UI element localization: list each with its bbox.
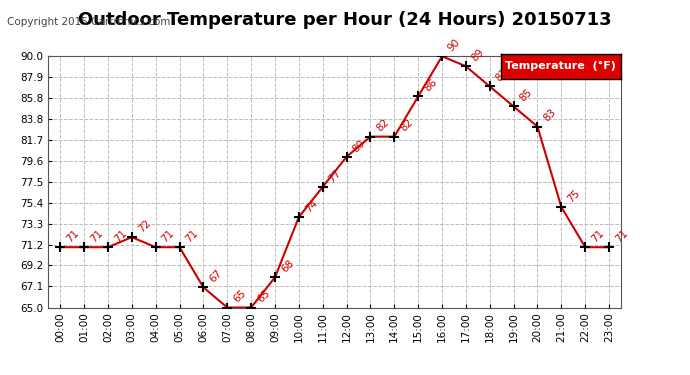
Text: 90: 90 <box>446 37 462 54</box>
Text: 71: 71 <box>160 228 176 244</box>
Text: Copyright 2015 Cartronics.com: Copyright 2015 Cartronics.com <box>7 17 170 27</box>
Text: 82: 82 <box>375 117 391 134</box>
Text: 71: 71 <box>88 228 105 244</box>
Text: 71: 71 <box>613 228 630 244</box>
Text: 72: 72 <box>136 218 152 234</box>
Text: 82: 82 <box>398 117 415 134</box>
Text: 80: 80 <box>351 138 367 154</box>
Text: 87: 87 <box>494 67 511 84</box>
Text: 65: 65 <box>231 288 248 305</box>
Text: 65: 65 <box>255 288 272 305</box>
Text: 71: 71 <box>184 228 200 244</box>
Text: 75: 75 <box>566 188 582 204</box>
Text: 89: 89 <box>470 47 486 63</box>
Text: 85: 85 <box>518 87 534 104</box>
Text: 71: 71 <box>64 228 81 244</box>
Text: Outdoor Temperature per Hour (24 Hours) 20150713: Outdoor Temperature per Hour (24 Hours) … <box>78 11 612 29</box>
Text: 74: 74 <box>303 198 319 214</box>
Text: 71: 71 <box>112 228 128 244</box>
Text: 77: 77 <box>327 168 344 184</box>
Text: 68: 68 <box>279 258 295 274</box>
Text: 86: 86 <box>422 77 439 94</box>
Text: 83: 83 <box>542 107 558 124</box>
Text: 67: 67 <box>208 268 224 285</box>
Text: 71: 71 <box>589 228 606 244</box>
